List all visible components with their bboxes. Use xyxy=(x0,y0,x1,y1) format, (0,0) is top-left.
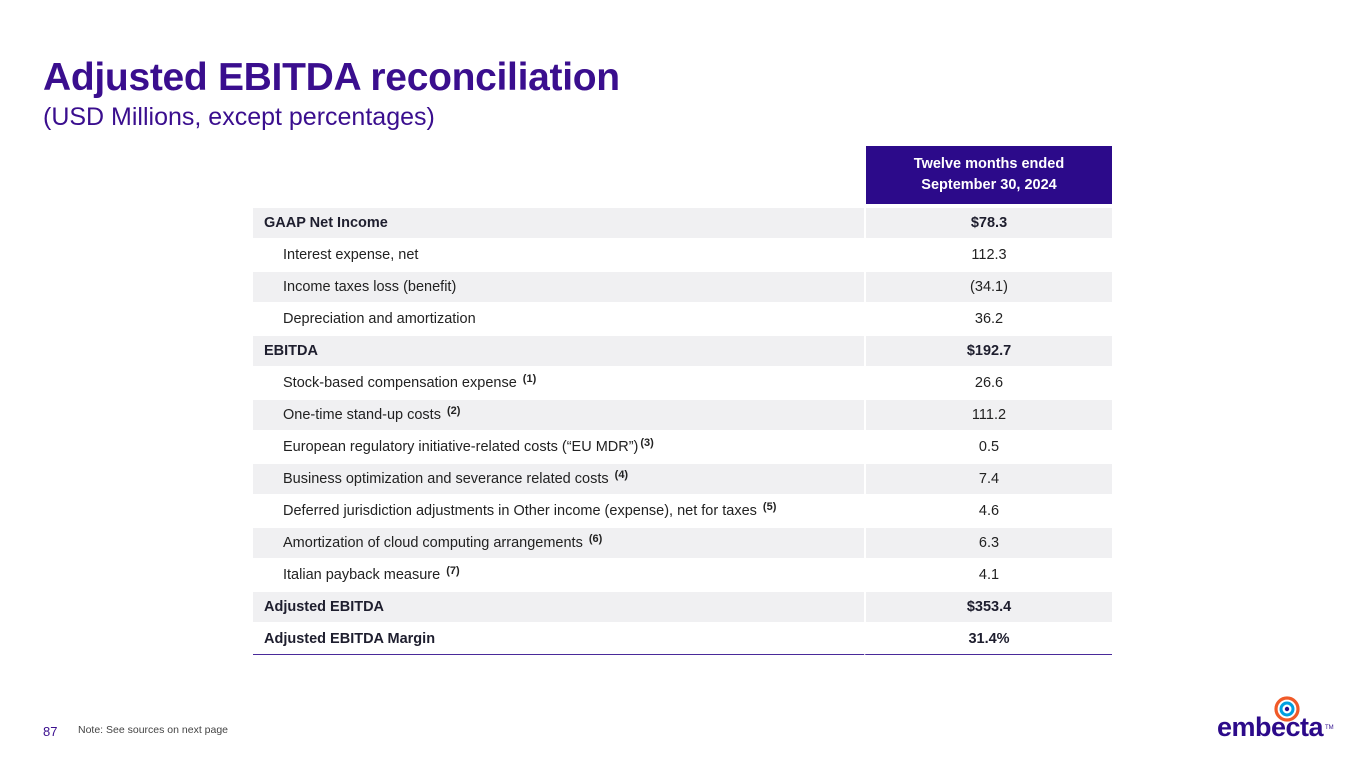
footnote-ref: (1) xyxy=(522,373,537,385)
table-row-depreciation: Depreciation and amortization 36.2 xyxy=(253,304,1112,336)
table-header-row: Twelve months ended September 30, 2024 xyxy=(253,146,1112,208)
row-label-cell: Business optimization and severance rela… xyxy=(253,464,864,496)
row-label-cell: Deferred jurisdiction adjustments in Oth… xyxy=(253,496,864,528)
table-row-adjusted-ebitda-margin: Adjusted EBITDA Margin 31.4% xyxy=(253,624,1112,655)
row-label: Income taxes loss (benefit) xyxy=(253,272,864,304)
row-value: $192.7 xyxy=(864,336,1112,368)
row-label-cell: European regulatory initiative-related c… xyxy=(253,432,864,464)
table-row-adjusted-ebitda: Adjusted EBITDA $353.4 xyxy=(253,592,1112,624)
logo-trademark: TM xyxy=(1325,725,1334,731)
row-label: Stock-based compensation expense xyxy=(283,375,517,391)
logo-dot xyxy=(1284,706,1290,712)
table-row-interest-expense: Interest expense, net 112.3 xyxy=(253,240,1112,272)
row-value: 4.1 xyxy=(864,560,1112,592)
row-label: Deferred jurisdiction adjustments in Oth… xyxy=(283,503,757,519)
row-label: Interest expense, net xyxy=(253,240,864,272)
footnote-ref: (5) xyxy=(762,501,777,513)
ebitda-reconciliation-table: Twelve months ended September 30, 2024 G… xyxy=(253,146,1112,655)
embecta-logo-mark-icon xyxy=(1274,696,1300,722)
row-value: 111.2 xyxy=(864,400,1112,432)
embecta-logo: embecta TM xyxy=(1217,696,1335,746)
table-row-business-optimization: Business optimization and severance rela… xyxy=(253,464,1112,496)
row-label-cell: Italian payback measure (7) xyxy=(253,560,864,592)
table-row-standup-costs: One-time stand-up costs (2) 111.2 xyxy=(253,400,1112,432)
row-value: 4.6 xyxy=(864,496,1112,528)
row-value: 7.4 xyxy=(864,464,1112,496)
page-title: Adjusted EBITDA reconciliation xyxy=(43,56,620,99)
footnote-ref: (7) xyxy=(446,565,460,577)
row-value: 6.3 xyxy=(864,528,1112,560)
page-number: 87 xyxy=(43,724,58,739)
table-row-italian-payback: Italian payback measure (7) 4.1 xyxy=(253,560,1112,592)
footnote-ref: (2) xyxy=(447,405,461,417)
row-label: Italian payback measure xyxy=(283,567,441,583)
logo-wordmark: embecta xyxy=(1217,712,1324,742)
column-header-line1: Twelve months ended xyxy=(913,156,1065,172)
row-label: One-time stand-up costs xyxy=(283,407,441,423)
row-value: $78.3 xyxy=(864,208,1112,240)
row-label: Adjusted EBITDA Margin xyxy=(253,624,864,655)
table-corner-cell xyxy=(253,146,864,208)
row-value: $353.4 xyxy=(864,592,1112,624)
logo-ring-outer xyxy=(1274,696,1300,722)
table-row-deferred-jurisdiction: Deferred jurisdiction adjustments in Oth… xyxy=(253,496,1112,528)
row-value: 0.5 xyxy=(864,432,1112,464)
row-label: Business optimization and severance rela… xyxy=(283,471,609,487)
footnote-ref: (3) xyxy=(640,437,654,449)
table-row-ebitda: EBITDA $192.7 xyxy=(253,336,1112,368)
row-label-cell: Amortization of cloud computing arrangem… xyxy=(253,528,864,560)
row-label: GAAP Net Income xyxy=(253,208,864,240)
table-row-income-taxes: Income taxes loss (benefit) (34.1) xyxy=(253,272,1112,304)
row-label: Adjusted EBITDA xyxy=(253,592,864,624)
footnote-ref: (6) xyxy=(588,533,603,545)
row-label: Depreciation and amortization xyxy=(253,304,864,336)
column-header-twelve-months: Twelve months ended September 30, 2024 xyxy=(864,146,1112,208)
row-label-cell: One-time stand-up costs (2) xyxy=(253,400,864,432)
row-value: 112.3 xyxy=(864,240,1112,272)
table-row-gaap-net-income: GAAP Net Income $78.3 xyxy=(253,208,1112,240)
column-header-line2: September 30, 2024 xyxy=(921,177,1057,193)
footnote-text: Note: See sources on next page xyxy=(78,724,229,736)
footnote-ref: (4) xyxy=(614,469,629,481)
table-row-stock-compensation: Stock-based compensation expense (1) 26.… xyxy=(253,368,1112,400)
page-subtitle: (USD Millions, except percentages) xyxy=(43,103,435,131)
row-label-cell: Stock-based compensation expense (1) xyxy=(253,368,864,400)
row-label: European regulatory initiative-related c… xyxy=(283,439,639,455)
row-label: Amortization of cloud computing arrangem… xyxy=(283,535,583,551)
row-label: EBITDA xyxy=(253,336,864,368)
row-value: 36.2 xyxy=(864,304,1112,336)
table-row-cloud-computing: Amortization of cloud computing arrangem… xyxy=(253,528,1112,560)
table-row-eu-mdr: European regulatory initiative-related c… xyxy=(253,432,1112,464)
row-value: 31.4% xyxy=(864,624,1112,655)
row-value: 26.6 xyxy=(864,368,1112,400)
logo-ring-inner xyxy=(1279,701,1295,717)
row-value: (34.1) xyxy=(864,272,1112,304)
